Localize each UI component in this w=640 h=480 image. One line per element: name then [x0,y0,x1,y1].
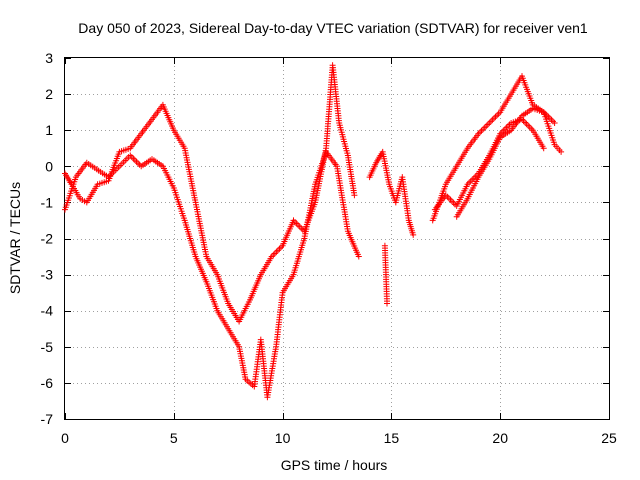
markers-satellite-track-g [453,105,558,220]
y-tick-label: 0 [45,158,53,174]
series-satellite-track-d [381,242,390,307]
x-axis-label: GPS time / hours [281,457,388,473]
markers-satellite-track-b [62,148,362,401]
x-tick-label: 20 [492,430,508,446]
series-satellite-track-b [62,148,362,401]
x-tick-label: 10 [275,430,291,446]
markers-satellite-track-d [381,242,390,307]
plot-frame [64,57,610,420]
y-tick-label: -6 [41,375,54,391]
y-axis-label: SDTVAR / TECUs [7,182,23,294]
series-satellite-track-c [366,148,417,238]
y-tick-label: 1 [45,122,53,138]
series-satellite-track-a [62,62,358,325]
axis-ticks: 0 5 10 15 20 25 -7 -6 -5 -4 -3 -2 -1 0 1 2 3 [41,50,617,446]
y-tick-label: 3 [45,50,53,66]
markers-satellite-track-c [366,148,417,238]
x-tick-label: 15 [384,430,400,446]
x-tick-label: 0 [61,430,69,446]
y-tick-label: -4 [41,303,54,319]
y-tick-label: -3 [41,267,54,283]
y-tick-label: -1 [41,194,54,210]
markers-satellite-track-a [62,62,358,325]
y-tick-label: 2 [45,86,53,102]
data-points [62,62,565,401]
series-satellite-track-g [453,105,558,220]
y-tick-label: -5 [41,339,54,355]
markers-satellite-track-e [429,73,565,224]
x-tick-label: 5 [170,430,178,446]
y-tick-label: -2 [41,231,54,247]
series-satellite-track-e [429,73,565,224]
x-tick-label: 25 [601,430,617,446]
chart-title: Day 050 of 2023, Sidereal Day-to-day VTE… [78,20,588,36]
y-tick-label: -7 [41,411,54,427]
